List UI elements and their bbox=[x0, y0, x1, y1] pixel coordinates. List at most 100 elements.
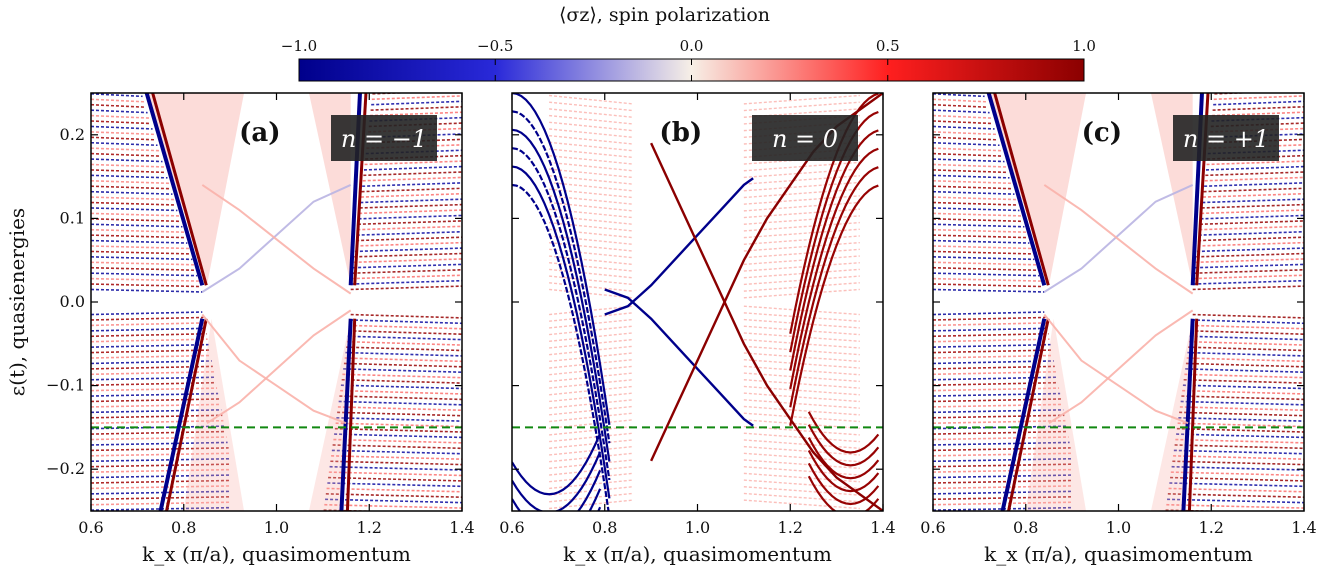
bulk-band-line bbox=[91, 256, 193, 261]
bulk-band-line bbox=[549, 352, 633, 363]
bulk-band-line bbox=[1172, 460, 1304, 466]
bulk-band-line bbox=[933, 174, 1010, 179]
bulk-band-line bbox=[1166, 503, 1304, 509]
bulk-band-line bbox=[347, 335, 462, 341]
bulk-band-line bbox=[743, 465, 860, 476]
bulk-band-line bbox=[1204, 176, 1304, 182]
bulk-band-line bbox=[91, 479, 231, 484]
bulk-band-line bbox=[91, 190, 173, 195]
bulk-band-line bbox=[1165, 516, 1304, 519]
bulk-band-line bbox=[549, 108, 633, 118]
bulk-parabola-red bbox=[789, 166, 879, 408]
x-tick-label: 0.8 bbox=[171, 518, 196, 537]
bulk-band-line bbox=[743, 499, 860, 510]
bulk-band-line bbox=[91, 409, 222, 414]
bulk-band-line bbox=[1183, 378, 1304, 384]
bulk-band-line bbox=[933, 457, 1073, 463]
bulk-edge-blue bbox=[1181, 318, 1195, 511]
bulk-band-line bbox=[549, 221, 633, 232]
bulk-band-line bbox=[91, 513, 230, 516]
edge-state-series bbox=[604, 177, 754, 316]
panel-plot-area bbox=[512, 93, 883, 511]
bulk-band-line bbox=[1194, 269, 1304, 274]
annotation-label: n = 0 bbox=[772, 125, 838, 153]
bulk-band-line bbox=[91, 463, 231, 468]
bulk-band-line bbox=[91, 218, 181, 223]
bulk-band-line bbox=[1198, 230, 1304, 236]
bulk-band-line bbox=[1167, 498, 1304, 504]
bulk-band-line bbox=[933, 83, 981, 86]
bulk-band-line bbox=[329, 465, 462, 471]
bulk-band-line bbox=[359, 203, 462, 209]
bulk-band-line bbox=[331, 449, 462, 455]
bulk-band-line bbox=[743, 439, 860, 449]
bulk-band-line bbox=[549, 412, 633, 423]
bulk-band-line bbox=[91, 223, 183, 228]
bulk-band-line bbox=[355, 241, 462, 247]
bulk-band-line bbox=[743, 275, 860, 286]
bulk-band-line bbox=[549, 445, 633, 456]
annotation-label: n = −1 bbox=[341, 125, 427, 153]
bulk-band-line bbox=[325, 498, 462, 504]
bulk-band-line bbox=[743, 94, 860, 105]
bulk-band-line bbox=[1201, 209, 1304, 215]
bulk-band-line bbox=[549, 405, 633, 416]
bulk-band-line bbox=[91, 250, 191, 255]
x-tick-label: 1.2 bbox=[778, 518, 803, 537]
bulk-band-line bbox=[91, 343, 209, 348]
bulk-band-line bbox=[1193, 274, 1304, 280]
bulk-band-line bbox=[91, 441, 228, 446]
bulk-band-line bbox=[341, 378, 462, 384]
bulk-parabola-red bbox=[789, 184, 879, 426]
bulk-band-line bbox=[1195, 258, 1304, 264]
bulk-band-line bbox=[933, 256, 1035, 261]
bulk-band-line bbox=[933, 311, 1045, 316]
bulk-parabola-red bbox=[789, 147, 879, 390]
bulk-band-line bbox=[91, 163, 165, 168]
bulk-band-line bbox=[91, 152, 161, 157]
bulk-band-line bbox=[933, 158, 1005, 163]
bulk-band-line bbox=[1170, 471, 1304, 477]
bulk-band-line bbox=[743, 262, 860, 272]
bulk-band-line bbox=[933, 163, 1007, 168]
bulk-band-line bbox=[743, 305, 860, 316]
bulk-band-line bbox=[351, 279, 462, 285]
bulk-wedge bbox=[1150, 318, 1193, 511]
bulk-band-line bbox=[91, 125, 153, 130]
bulk-band-line bbox=[1205, 171, 1304, 177]
bulk-band-line bbox=[91, 277, 200, 282]
bulk-band-line bbox=[356, 230, 462, 236]
bulk-band-line bbox=[91, 403, 221, 408]
bulk-band-line bbox=[549, 332, 633, 342]
bulk-band-line bbox=[1179, 406, 1304, 412]
bulk-band-line bbox=[743, 385, 860, 396]
colorbar-tick-label: −0.5 bbox=[477, 37, 513, 55]
bulk-band-line bbox=[743, 379, 860, 389]
bulk-band-line bbox=[1195, 263, 1304, 269]
bulk-band-line bbox=[361, 187, 462, 193]
bulk-band-line bbox=[1202, 198, 1304, 204]
panel-label: (a) bbox=[239, 118, 280, 148]
x-axis-label: k_x (π/a), quasimomentum bbox=[984, 542, 1253, 566]
bulk-band-line bbox=[549, 134, 633, 145]
bulk-band-line bbox=[1186, 357, 1304, 363]
colorbar-tick-label: 1.0 bbox=[1072, 37, 1096, 55]
bulk-band-line bbox=[91, 430, 226, 435]
edge-state-series bbox=[206, 309, 352, 425]
bulk-band-line bbox=[549, 148, 633, 159]
bulk-band-line bbox=[339, 395, 462, 401]
bulk-band-line bbox=[1199, 225, 1304, 231]
bulk-band-line bbox=[933, 190, 1015, 195]
bulk-band-line bbox=[363, 165, 462, 171]
bulk-band-line bbox=[549, 268, 633, 279]
bulk-band-line bbox=[340, 389, 462, 395]
bulk-band-line bbox=[1197, 241, 1304, 247]
bulk-band-line bbox=[743, 235, 860, 246]
bulk-band-line bbox=[743, 312, 860, 322]
bulk-band-line bbox=[91, 201, 176, 206]
bulk-band-line bbox=[743, 188, 860, 199]
bulk-band-line bbox=[91, 283, 201, 288]
bulk-band-line bbox=[933, 125, 995, 130]
bulk-band-line bbox=[549, 181, 633, 192]
bulk-band-line bbox=[933, 327, 1048, 332]
